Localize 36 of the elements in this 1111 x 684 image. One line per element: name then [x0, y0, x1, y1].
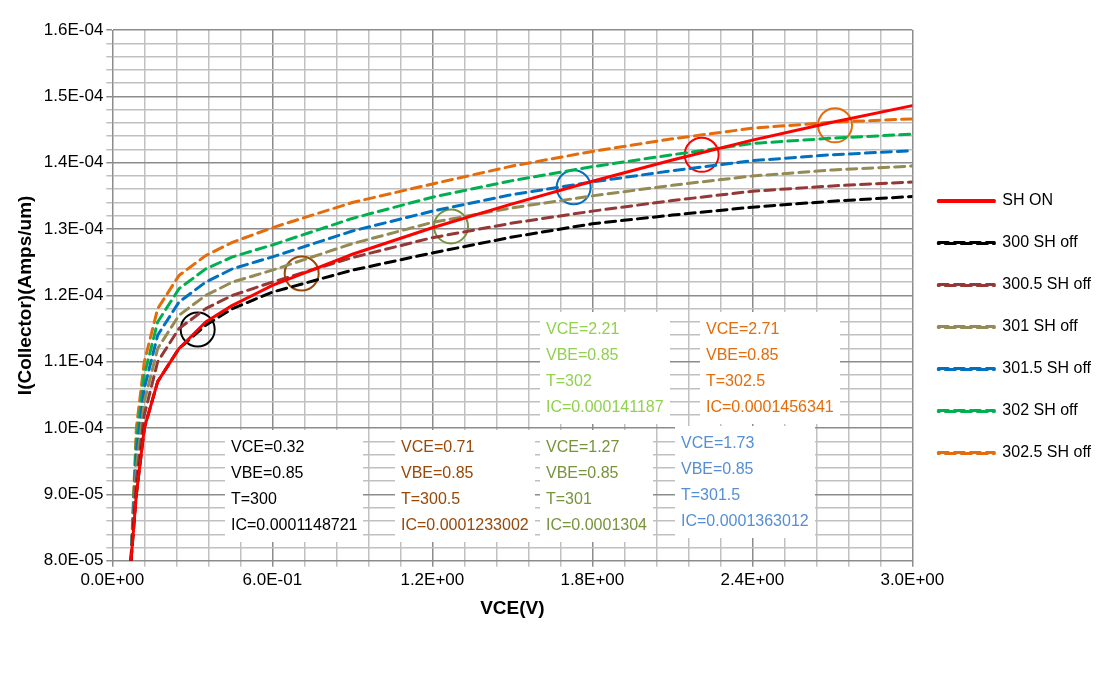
- point: [179, 311, 216, 348]
- legend-label: SH ON: [1002, 191, 1054, 209]
- legend-label: 300.5 SH off: [1002, 275, 1092, 293]
- x-tick-label: 1.8E+00: [560, 569, 625, 589]
- point: [283, 255, 320, 292]
- x-tick-label: 6.0E-01: [242, 569, 303, 589]
- annotation: VCE=2.71 VBE=0.85 T=302.5 IC=0.0001456341: [700, 312, 840, 424]
- x-tick-label: 2.4E+00: [720, 569, 785, 589]
- y-tick-label: 1.4E-04: [43, 152, 104, 172]
- annotation: VCE=1.27 VBE=0.85 T=301 IC=0.0001304: [540, 430, 653, 542]
- y-tick-label: 1.5E-04: [43, 86, 104, 106]
- y-tick-label: 8.0E-05: [43, 550, 104, 570]
- annotation: VCE=2.21 VBE=0.85 T=302 IC=0.000141187: [540, 312, 670, 424]
- legend-label: 302 SH off: [1002, 401, 1079, 419]
- annotation: VCE=0.71 VBE=0.85 T=300.5 IC=0.0001233002: [395, 430, 535, 542]
- legend-label: 300 SH off: [1002, 233, 1079, 251]
- x-tick-label: 1.2E+00: [400, 569, 465, 589]
- y-tick-label: 1.3E-04: [43, 218, 104, 238]
- y-tick-label: 1.1E-04: [43, 351, 104, 371]
- point: [683, 136, 720, 173]
- point: [817, 107, 854, 144]
- y-tick-label: 9.0E-05: [43, 484, 104, 504]
- legend-label: 302.5 SH off: [1002, 443, 1092, 461]
- annotation: VCE=1.73 VBE=0.85 T=301.5 IC=0.0001363012: [675, 426, 815, 538]
- point: [555, 169, 592, 206]
- annotation: VCE=0.32 VBE=0.85 T=300 IC=0.0001148721: [225, 430, 364, 542]
- x-tick-label: 3.0E+00: [880, 569, 945, 589]
- y-tick-label: 1.6E-04: [43, 19, 104, 39]
- x-tick-label: 0.0E+00: [80, 569, 145, 589]
- point: [433, 208, 470, 245]
- legend-label: 301 SH off: [1002, 317, 1079, 335]
- y-axis-title: I(Collector)(Amps/um): [13, 195, 35, 396]
- y-tick-label: 1.2E-04: [43, 285, 104, 305]
- x-axis-title: VCE(V): [480, 596, 545, 618]
- legend-label: 301.5 SH off: [1002, 359, 1092, 377]
- y-tick-label: 1.0E-04: [43, 417, 104, 437]
